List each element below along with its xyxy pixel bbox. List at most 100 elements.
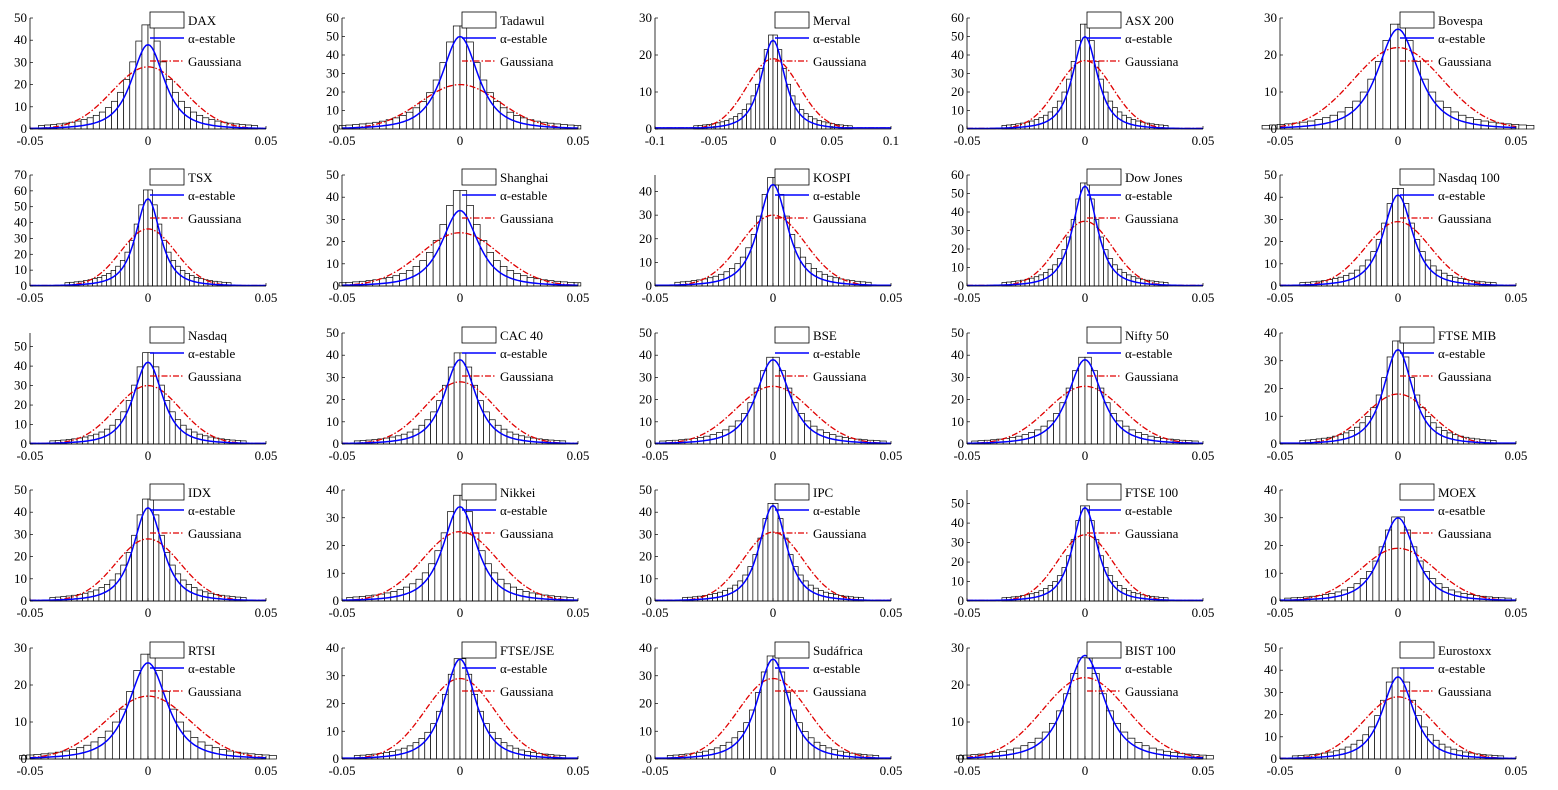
histogram-bar (1370, 251, 1377, 287)
y-tick-label: 0 (646, 593, 653, 608)
histogram-bar (1040, 425, 1048, 445)
legend-title: Eurostoxx (1438, 643, 1492, 658)
y-tick-label: 10 (639, 571, 652, 586)
y-tick-label: 30 (326, 66, 339, 81)
legend-gauss-label: Gaussiana (1125, 369, 1179, 384)
histogram-bar (1103, 402, 1111, 445)
x-tick-label: -0.05 (1266, 605, 1293, 620)
y-tick-label: 20 (951, 84, 964, 99)
legend-gauss-label: Gaussiana (188, 684, 242, 699)
legend-gauss-label: Gaussiana (813, 54, 867, 69)
gaussian-curve (1280, 393, 1516, 444)
legend-gauss-label: Gaussiana (500, 369, 554, 384)
y-tick-label: 60 (326, 10, 339, 25)
legend-histogram-swatch (1086, 483, 1122, 501)
y-tick-label: 40 (639, 184, 652, 199)
legend-stable-label: α-estable (813, 188, 860, 203)
x-tick-label: 0.05 (1505, 290, 1528, 305)
x-tick-label: 0.05 (880, 605, 903, 620)
y-tick-label: 20 (951, 392, 964, 407)
y-tick-label: 10 (14, 714, 27, 729)
gaussian-curve (341, 232, 579, 286)
legend-stable-label: α-estable (188, 346, 235, 361)
histogram-bar (419, 260, 427, 287)
legend-title: FTSE 100 (1125, 485, 1178, 500)
alpha-stable-curve (30, 197, 266, 287)
y-tick-label: 30 (326, 510, 339, 525)
y-tick-label: 50 (951, 186, 964, 201)
histogram-bar (1430, 422, 1437, 445)
legend-histogram-swatch (1399, 641, 1435, 659)
x-tick-label: -0.05 (953, 763, 980, 778)
y-tick-label: 10 (326, 565, 339, 580)
histogram-bar (1385, 681, 1393, 760)
legend-title: MOEX (1438, 485, 1477, 500)
x-tick-label: -0.05 (328, 290, 355, 305)
y-tick-label: 10 (14, 571, 27, 586)
histogram-bar (722, 429, 730, 445)
y-tick-label: 40 (639, 504, 652, 519)
alpha-stable-curve (655, 39, 891, 129)
alpha-stable-curve (342, 358, 578, 445)
x-tick-label: 0 (457, 290, 464, 305)
histogram-bar (1347, 586, 1355, 602)
legend-stable-label: α-estable (1125, 31, 1172, 46)
y-tick-label: 50 (951, 496, 964, 511)
histogram-bar (493, 260, 501, 287)
x-tick-label: -0.05 (16, 763, 43, 778)
legend-stable-label: α-estable (1125, 503, 1172, 518)
alpha-stable-curve (967, 185, 1203, 287)
y-tick-label: 20 (14, 246, 27, 261)
x-tick-label: -0.05 (328, 763, 355, 778)
histogram-bar (154, 670, 163, 760)
y-tick-label: 40 (1264, 662, 1277, 677)
y-tick-label: 10 (951, 260, 964, 275)
legend-gauss-label: Gaussiana (1438, 211, 1492, 226)
x-tick-label: 0.05 (1192, 448, 1215, 463)
legend-stable-label: α-estable (1125, 346, 1172, 361)
x-tick-label: -0.05 (1266, 448, 1293, 463)
x-tick-label: -0.05 (1266, 133, 1293, 148)
y-tick-label: 0 (333, 121, 340, 136)
y-tick-label: 10 (14, 262, 27, 277)
histogram-bar (813, 741, 821, 760)
y-tick-label: 30 (639, 526, 652, 541)
histogram-bar (426, 252, 434, 287)
chart-panel-2: 0 10 20 30 -0.1 -0.05 0 0.05 0.1 Merval α-estable G… (639, 10, 899, 148)
y-tick-label: 30 (639, 10, 652, 25)
y-tick-label: 0 (21, 593, 28, 608)
y-tick-label: 0 (333, 436, 340, 451)
y-tick-label: 50 (951, 325, 964, 340)
gaussian-curve (30, 384, 266, 445)
gaussian-curve (29, 695, 267, 759)
histogram-bar (1134, 742, 1143, 760)
y-tick-label: 10 (951, 103, 964, 118)
histogram-bar (415, 578, 423, 602)
alpha-stable-curve (342, 505, 578, 601)
y-tick-label: 50 (1264, 640, 1277, 655)
histogram-bar (1390, 23, 1399, 130)
x-tick-label: 0 (1395, 763, 1402, 778)
y-tick-label: 40 (951, 347, 964, 362)
legend-title: ASX 200 (1125, 13, 1174, 28)
histogram-bar (731, 737, 739, 760)
y-tick-label: 50 (639, 482, 652, 497)
histogram-bar (74, 120, 82, 130)
y-tick-label: 50 (14, 199, 27, 214)
x-tick-label: 0.05 (1192, 133, 1215, 148)
legend-gauss-label: Gaussiana (188, 54, 242, 69)
histogram-bar (783, 215, 790, 287)
y-tick-label: 40 (639, 640, 652, 655)
histogram-bar (111, 721, 120, 760)
y-tick-label: 10 (951, 574, 964, 589)
y-tick-label: 30 (1264, 211, 1277, 226)
y-tick-label: 30 (1264, 10, 1277, 25)
y-tick-label: 40 (326, 482, 339, 497)
histogram-bar (1128, 429, 1136, 445)
y-tick-label: 30 (639, 207, 652, 222)
